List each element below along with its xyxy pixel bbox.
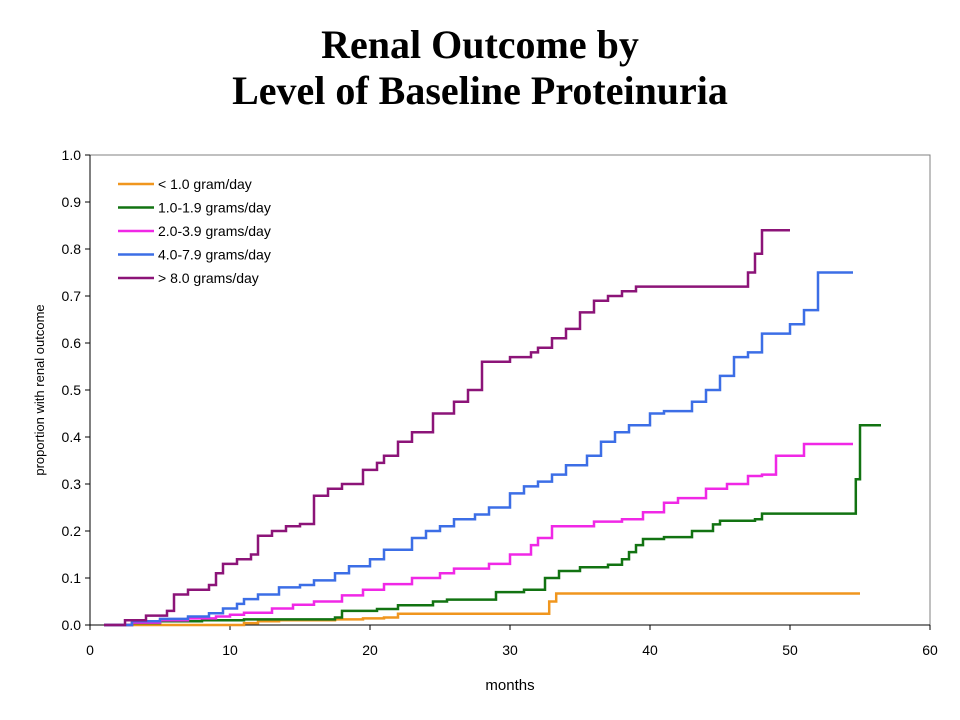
x-tick-label: 40	[642, 642, 658, 658]
y-tick-label: 0.2	[62, 523, 82, 539]
legend-label: < 1.0 gram/day	[158, 176, 252, 192]
x-tick-label: 30	[502, 642, 518, 658]
x-tick-label: 20	[362, 642, 378, 658]
series-line-3	[104, 442, 853, 627]
x-tick-label: 60	[922, 642, 938, 658]
y-tick-label: 0.0	[62, 617, 82, 633]
y-tick-label: 0.3	[62, 476, 82, 492]
series-line-4	[104, 271, 853, 627]
series-layer	[104, 228, 881, 627]
x-tick-label: 10	[222, 642, 238, 658]
y-tick-label: 0.5	[62, 382, 82, 398]
series-line-1	[104, 592, 860, 627]
legend-label: 4.0-7.9 grams/day	[158, 247, 271, 263]
y-tick-label: 0.6	[62, 335, 82, 351]
y-tick-label: 0.7	[62, 288, 82, 304]
series-line-5	[104, 228, 790, 627]
y-tick-label: 0.1	[62, 570, 82, 586]
y-tick-label: 0.4	[62, 429, 82, 445]
chart-title-line-2: Level of Baseline Proteinuria	[232, 68, 728, 113]
x-tick-label: 50	[782, 642, 798, 658]
legend-label: 1.0-1.9 grams/day	[158, 200, 271, 216]
legend-label: > 8.0 grams/day	[158, 270, 259, 286]
y-tick-label: 0.9	[62, 194, 82, 210]
x-tick-label: 0	[86, 642, 94, 658]
legend-label: 2.0-3.9 grams/day	[158, 223, 271, 239]
series-line-2	[104, 424, 881, 627]
y-tick-label: 0.8	[62, 241, 82, 257]
axes: 0.0 0.1 0.2 0.3 0.4 0.5 0.6 0.7 0.8 0.9 1.0 0 10 20 30…	[62, 147, 938, 658]
plot-area	[89, 154, 931, 626]
y-axis-label: proportion with renal outcome	[32, 304, 47, 475]
chart-title: Renal Outcome by Level of Baseline Prote…	[0, 22, 960, 114]
y-tick-label: 1.0	[62, 147, 82, 163]
x-axis-label: months	[485, 677, 534, 694]
legend: < 1.0 gram/day 1.0-1.9 grams/day 2.0-3.9 g…	[118, 176, 271, 286]
chart-title-line-1: Renal Outcome by	[321, 22, 639, 67]
